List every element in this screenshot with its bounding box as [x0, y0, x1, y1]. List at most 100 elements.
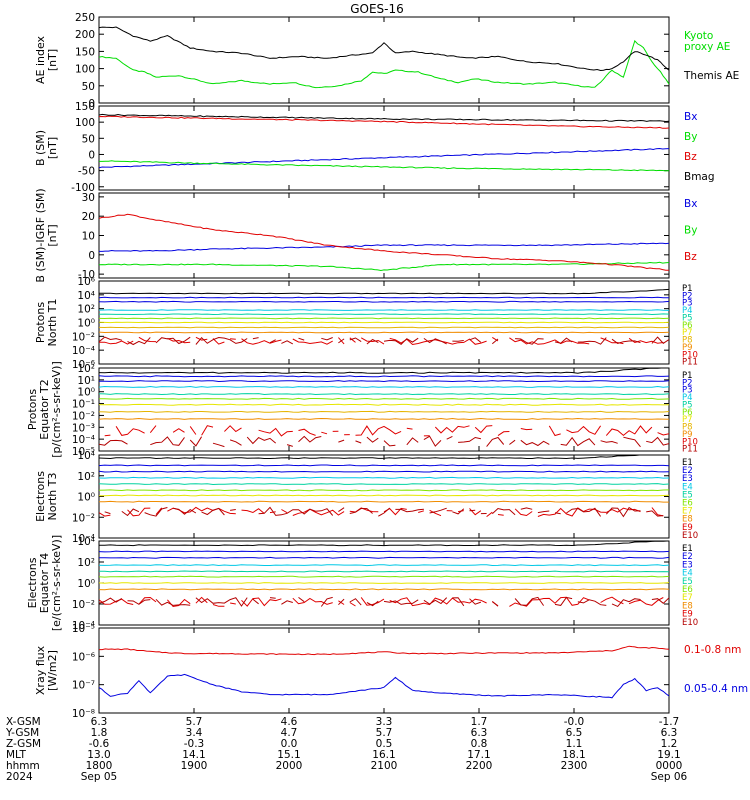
channel-label: P10: [682, 350, 698, 360]
channel-label: P2: [682, 378, 693, 388]
ephemeris-cell: 6.3: [91, 716, 108, 728]
y-axis-label-line: [nT]: [46, 224, 59, 246]
ephemeris-row-label: X-GSM: [6, 716, 41, 728]
y-axis-label: Xray flux[W/m2]: [34, 645, 59, 695]
channel-e6: [99, 575, 669, 578]
legend-label-line: Bz: [684, 251, 697, 263]
ephemeris-cell: 6.3: [471, 727, 488, 739]
ephemeris-cell: 1900: [181, 760, 208, 772]
y-tick-label: 20: [82, 211, 95, 223]
channel-label: P6: [682, 321, 693, 331]
ephemeris-cell: 16.1: [372, 749, 395, 761]
channel-p11: [99, 435, 669, 448]
series-0-05-0-4-nm: [99, 673, 669, 699]
y-tick-label: 30: [82, 192, 95, 204]
y-axis-label: ProtonsNorth T1: [34, 299, 59, 347]
y-axis-label-line: AE index: [34, 35, 47, 84]
channel-label: E7: [682, 507, 693, 517]
ephemeris-cell: 0.8: [471, 738, 488, 750]
panel-7: 10⁴ 10² 10⁰ 10⁻² 10⁻⁴ ElectronsEquator T4[e/(…: [26, 535, 698, 632]
y-axis-label: ProtonsEquator T2[p/(cm²-s-sr-keV)]: [26, 361, 63, 458]
y-tick-label: 10²: [77, 304, 95, 316]
channel-label: E10: [682, 618, 698, 628]
ephemeris-cell: 3.3: [376, 716, 393, 728]
ephemeris-cell: 1.8: [91, 727, 108, 739]
panel-frame: [98, 367, 670, 452]
legend-label: 0.05-0.4 nm: [684, 683, 748, 695]
ephemeris-row-label: 2024: [6, 771, 33, 783]
channel-label: P8: [682, 423, 693, 433]
channel-p1: [99, 288, 669, 295]
channel-e10: [99, 596, 669, 608]
y-axis-label-line: Electrons: [34, 471, 47, 522]
legend-label-line: Bx: [684, 111, 697, 123]
channel-p7: [99, 321, 669, 324]
channel-label: E1: [682, 458, 693, 468]
legend-label-line: proxy AE: [684, 41, 730, 53]
channel-label: E4: [682, 482, 693, 492]
y-axis-label-line: Equator T2: [38, 379, 51, 439]
series-kyoto-proxy-ae: [99, 39, 669, 89]
series-bx: [99, 242, 669, 252]
y-tick-label: 150: [75, 101, 95, 113]
channel-label: E3: [682, 560, 693, 570]
channel-p9: [99, 417, 669, 421]
channel-p6: [99, 397, 669, 400]
y-tick-label: -50: [78, 166, 95, 178]
channel-e8: [99, 500, 669, 503]
channel-label: E9: [682, 610, 693, 620]
channel-label: P9: [682, 343, 693, 353]
series-themis-ae: [99, 26, 669, 72]
channel-p4: [99, 385, 669, 388]
panel-plot-area: [99, 213, 669, 272]
panel-plot-area: [99, 113, 669, 172]
y-tick-label: 150: [75, 46, 95, 58]
channel-label: E8: [682, 601, 693, 611]
channel-p2: [99, 296, 669, 299]
ephemeris-table: X-GSMY-GSMZ-GSMMLThhmm20246.31.8-0.613.0…: [5, 716, 688, 783]
y-axis-label-line: [nT]: [46, 49, 59, 71]
panel-plot-area: [99, 455, 669, 516]
channel-p8: [99, 326, 669, 329]
ephemeris-cell: 2000: [276, 760, 303, 772]
y-tick-label: 10: [82, 231, 95, 243]
series-bz: [99, 115, 669, 129]
y-tick-label: 10²: [77, 363, 95, 375]
channel-label: E4: [682, 569, 693, 579]
legend-label-line: Kyoto: [684, 30, 713, 42]
y-tick-label: 10⁻⁴: [72, 434, 95, 446]
y-tick-label: 10⁻²: [72, 512, 95, 524]
chart-title: GOES-16: [350, 2, 404, 16]
ephemeris-row-label: hhmm: [6, 760, 40, 772]
ephemeris-row-label: Y-GSM: [5, 727, 39, 739]
ephemeris-cell: 18.1: [562, 749, 585, 761]
series-bz: [99, 213, 669, 271]
y-tick-label: 100: [75, 117, 95, 129]
series-0-1-0-8-nm: [99, 645, 669, 656]
ephemeris-cell: 4.6: [281, 716, 298, 728]
ephemeris-cell: 5.7: [376, 727, 393, 739]
ephemeris-cell: 14.1: [182, 749, 205, 761]
ephemeris-cell: 0.0: [281, 738, 298, 750]
panel-plot-area: [99, 288, 669, 344]
channel-p6: [99, 317, 669, 320]
y-axis-label-line: [p/(cm²-s-sr-keV)]: [50, 361, 63, 458]
y-tick-label: 10⁴: [77, 290, 95, 302]
legend-label: By: [684, 225, 697, 237]
y-tick-label: 0: [88, 98, 95, 110]
y-axis-label-line: [nT]: [46, 137, 59, 159]
legend-label-line: By: [684, 131, 697, 143]
y-tick-label: 10¹: [77, 375, 95, 387]
ephemeris-cell: 2300: [561, 760, 588, 772]
ephemeris-cell: -1.7: [659, 716, 680, 728]
channel-label: E2: [682, 552, 693, 562]
y-tick-label: 10⁻⁴: [72, 533, 95, 545]
channel-label: E6: [682, 499, 693, 509]
ephemeris-cell: -0.0: [564, 716, 585, 728]
channel-label: P11: [682, 445, 698, 455]
channel-p10: [104, 425, 669, 437]
channel-e5: [99, 483, 669, 486]
legend-label: Bz: [684, 251, 697, 263]
